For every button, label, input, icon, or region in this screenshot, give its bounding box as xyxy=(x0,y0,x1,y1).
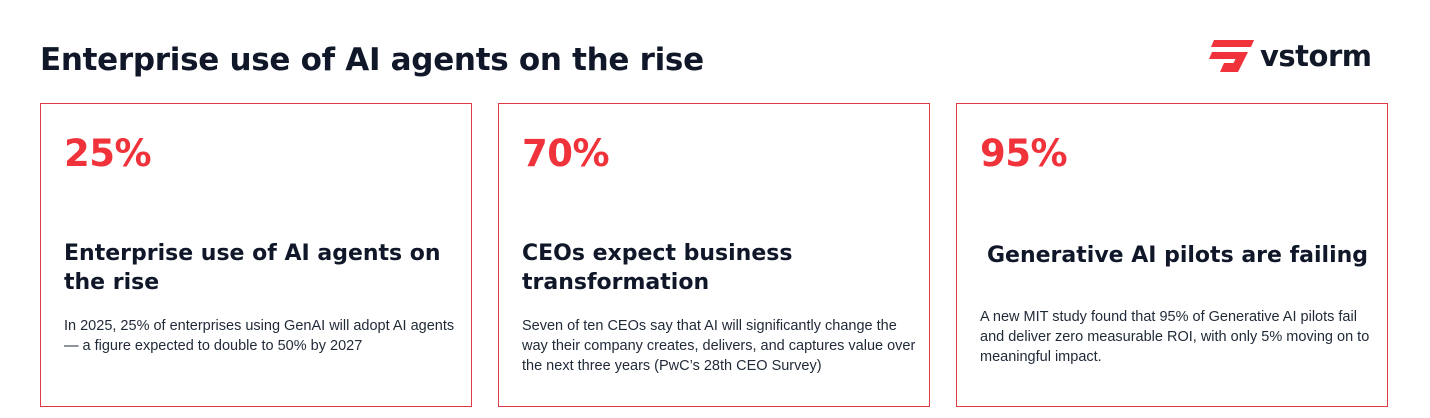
stat-value: 25% xyxy=(64,132,152,175)
stat-card-pilots: 95% Generative AI pilots are failing A n… xyxy=(956,103,1388,407)
card-heading: Enterprise use of AI agents on the rise xyxy=(64,241,441,295)
card-description: Seven of ten CEOs say that AI will signi… xyxy=(522,318,916,374)
stat-card-ceos: 70% CEOs expect business transformation … xyxy=(498,103,930,407)
stat-card-agents: 25% Enterprise use of AI agents on the r… xyxy=(40,103,472,407)
page-title: Enterprise use of AI agents on the rise xyxy=(40,42,704,78)
vstorm-logo-icon xyxy=(1209,40,1254,72)
logo-text: vstorm xyxy=(1260,39,1372,73)
card-description: A new MIT study found that 95% of Genera… xyxy=(980,309,1370,365)
card-heading: CEOs expect business transformation xyxy=(522,241,793,295)
card-heading: Generative AI pilots are failing xyxy=(987,243,1369,268)
stat-value: 70% xyxy=(522,132,610,175)
stat-value: 95% xyxy=(980,132,1068,175)
card-description: In 2025, 25% of enterprises using GenAI … xyxy=(64,318,455,354)
vstorm-logo: vstorm xyxy=(1208,38,1372,74)
